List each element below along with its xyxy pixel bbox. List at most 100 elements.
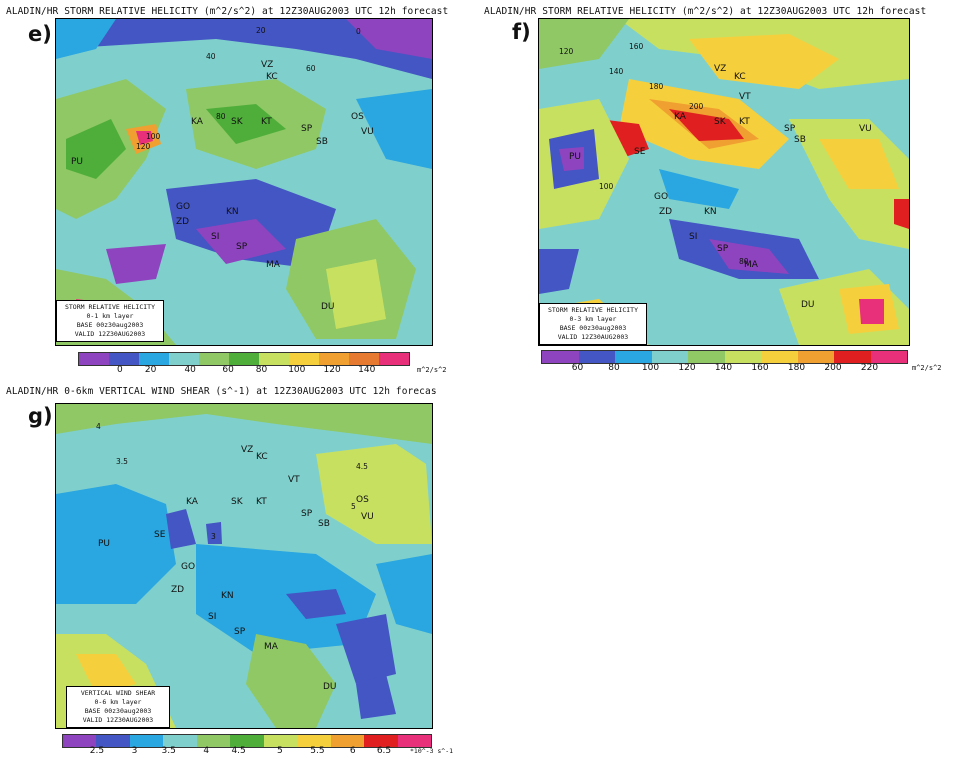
tick-label: 160 [751,363,769,373]
city-du: DU [323,682,337,692]
info-line-4: VALID 12Z30AUG2003 [82,716,154,724]
city-os: OS [356,495,369,505]
tick-label: 220 [860,363,879,373]
info-line-3: BASE 00z30aug2003 [76,321,144,329]
city-sb: SB [316,137,328,147]
info-line-4: VALID 12Z30AUG2003 [557,333,629,341]
city-go: GO [181,562,195,572]
panel-e-map: 20 40 60 80 100 120 0 KC VZ KA SK KT OS … [55,18,433,346]
info-line-4: VALID 12Z30AUG2003 [74,330,146,338]
panel-g-info: VERTICAL WIND SHEAR 0-6 km layer BASE 00… [66,686,170,728]
info-line-3: BASE 00z30aug2003 [559,324,627,332]
tick-label: 3 [131,746,138,756]
contour-label-80: 80 [216,112,226,121]
tick-label: 4 [203,746,210,756]
tick-label: 100 [288,365,306,375]
city-sp2: SP [717,244,729,254]
contour-label-40: 40 [206,52,216,61]
tick-label: 60 [222,365,234,375]
legend-swatch-6 [259,353,289,365]
legend-swatch-6 [761,351,798,363]
tick-label: 20 [144,365,157,375]
legend-swatch-0 [63,735,97,747]
tick-label: 80 [255,365,268,375]
legend-swatch-1 [578,351,615,363]
panel-e-letter: e) [28,22,52,46]
legend-swatch-8 [319,353,349,365]
legend-swatch-7 [289,353,319,365]
info-line-3: BASE 00z30aug2003 [84,707,152,715]
tick-label: 6.5 [376,746,392,756]
panel-g-colorbar [62,734,432,748]
panel-f-ticks: 60 80 100 120 140 160 180 200 220 [541,363,906,375]
city-sp: SP [784,124,796,134]
city-kn: KN [226,207,239,217]
contour-label-120: 120 [559,47,574,56]
city-kc: KC [734,72,746,82]
tick-label: 6 [349,746,356,756]
city-si: SI [211,232,219,242]
city-se: SE [634,147,646,157]
panel-g-title: ALADIN/HR 0-6km VERTICAL WIND SHEAR (s^-… [6,386,437,397]
contour-label-180: 180 [649,82,664,91]
tick-label: 80 [608,363,620,373]
city-kc: KC [266,72,278,82]
panel-e-info: STORM RELATIVE HELICITY 0-1 km layer BAS… [56,300,164,342]
contour-label-3: 3 [211,532,216,541]
city-vz: VZ [261,60,273,70]
legend-swatch-9 [349,353,379,365]
panel-g-unit: *10^-3 s^-1 [410,747,454,755]
panel-e-ticks: 0 20 40 60 80 100 120 140 [78,365,408,377]
tick-label: 4.5 [231,746,246,756]
legend-swatch-7 [297,735,331,747]
city-sp2: SP [234,627,246,637]
city-go: GO [654,192,668,202]
city-pu: PU [98,539,110,549]
tick-label: 0 [117,365,123,375]
contour-label-200: 200 [689,102,704,111]
contour-label-20: 20 [256,26,266,35]
city-sp: SP [301,124,313,134]
contour-label-60: 60 [306,64,316,73]
info-line-2: 0-1 km layer [86,312,134,320]
city-se: SE [154,530,166,540]
panel-e-title: ALADIN/HR STORM RELATIVE HELICITY (m^2/s… [6,6,449,17]
tick-label: 100 [641,363,660,373]
tick-label: 60 [571,363,584,373]
legend-swatch-8 [330,735,365,747]
city-vu: VU [859,124,872,134]
tick-label: 40 [184,365,196,375]
legend-swatch-4 [199,353,229,365]
city-ka: KA [186,497,199,507]
contour-label-5: 5 [351,502,356,511]
city-pu: PU [71,157,83,167]
legend-swatch-4 [688,351,725,363]
contour-label-3-5: 3.5 [116,457,128,466]
panel-f-letter: f) [512,20,531,44]
tick-label: 3.5 [161,746,176,756]
legend-swatch-3 [163,735,197,747]
city-zd: ZD [176,217,189,227]
city-si: SI [208,612,216,622]
contour-label-100: 100 [599,182,614,191]
city-du: DU [321,302,335,312]
city-sk: SK [231,497,244,507]
city-zd: ZD [659,207,672,217]
legend-swatch-0 [542,351,579,363]
city-ma: MA [266,260,281,270]
city-kc: KC [256,452,268,462]
city-kt: KT [261,117,272,127]
panel-g-letter: g) [28,404,53,428]
city-ma: MA [264,642,279,652]
legend-swatch-4 [196,735,231,747]
panel-f-info: STORM RELATIVE HELICITY 0-3 km layer BAS… [539,303,647,345]
city-os: OS [351,112,364,122]
tick-label: 2.5 [89,746,105,756]
city-ka: KA [191,117,204,127]
panel-e-colorbar [78,352,410,366]
helicity-0-3km-map: 120 140 160 180 200 100 80 VZ KC VT KA S… [539,19,909,345]
city-vz: VZ [241,445,253,455]
panel-f-colorbar [541,350,908,364]
panel-e-unit: m^2/s^2 [417,366,447,374]
city-du: DU [801,300,815,310]
